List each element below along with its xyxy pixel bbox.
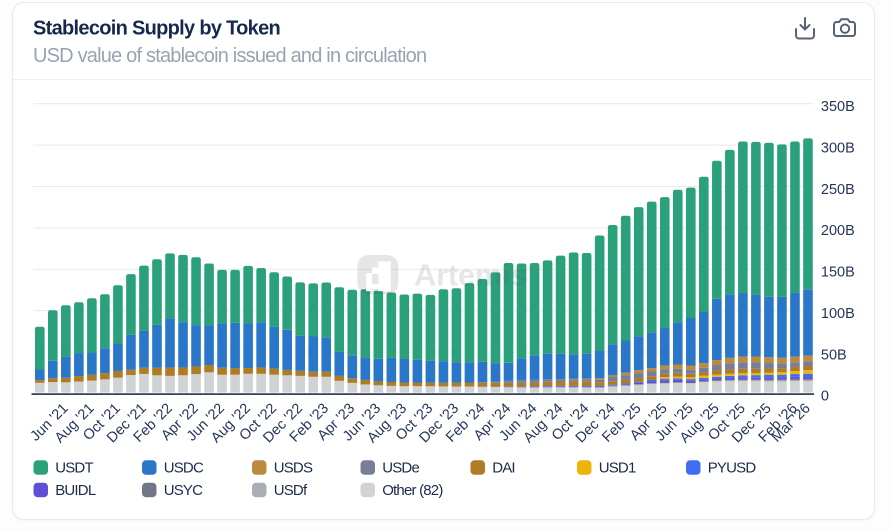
svg-text:250B: 250B [821, 182, 855, 198]
svg-text:USDf: USDf [274, 482, 308, 499]
svg-text:350B: 350B [821, 99, 855, 115]
svg-text:200B: 200B [821, 223, 855, 239]
svg-text:USYC: USYC [164, 482, 203, 499]
svg-text:PYUSD: PYUSD [708, 460, 757, 477]
svg-text:USD1: USD1 [599, 460, 636, 477]
svg-text:DAI: DAI [492, 460, 515, 477]
svg-text:USD value of stablecoin issued: USD value of stablecoin issued and in ci… [33, 45, 426, 67]
svg-text:0: 0 [821, 389, 829, 405]
svg-text:50B: 50B [821, 347, 847, 363]
svg-text:150B: 150B [821, 265, 855, 281]
svg-text:Stablecoin Supply by Token: Stablecoin Supply by Token [33, 18, 280, 40]
svg-text:USDe: USDe [382, 460, 419, 477]
svg-text:USDC: USDC [164, 460, 204, 477]
svg-text:USDT: USDT [55, 460, 93, 477]
svg-text:Artemis: Artemis [414, 258, 527, 293]
svg-text:300B: 300B [821, 140, 855, 156]
svg-text:100B: 100B [821, 306, 855, 322]
svg-text:Other (82): Other (82) [382, 482, 443, 499]
svg-text:BUIDL: BUIDL [55, 482, 96, 499]
svg-text:USDS: USDS [274, 460, 313, 477]
